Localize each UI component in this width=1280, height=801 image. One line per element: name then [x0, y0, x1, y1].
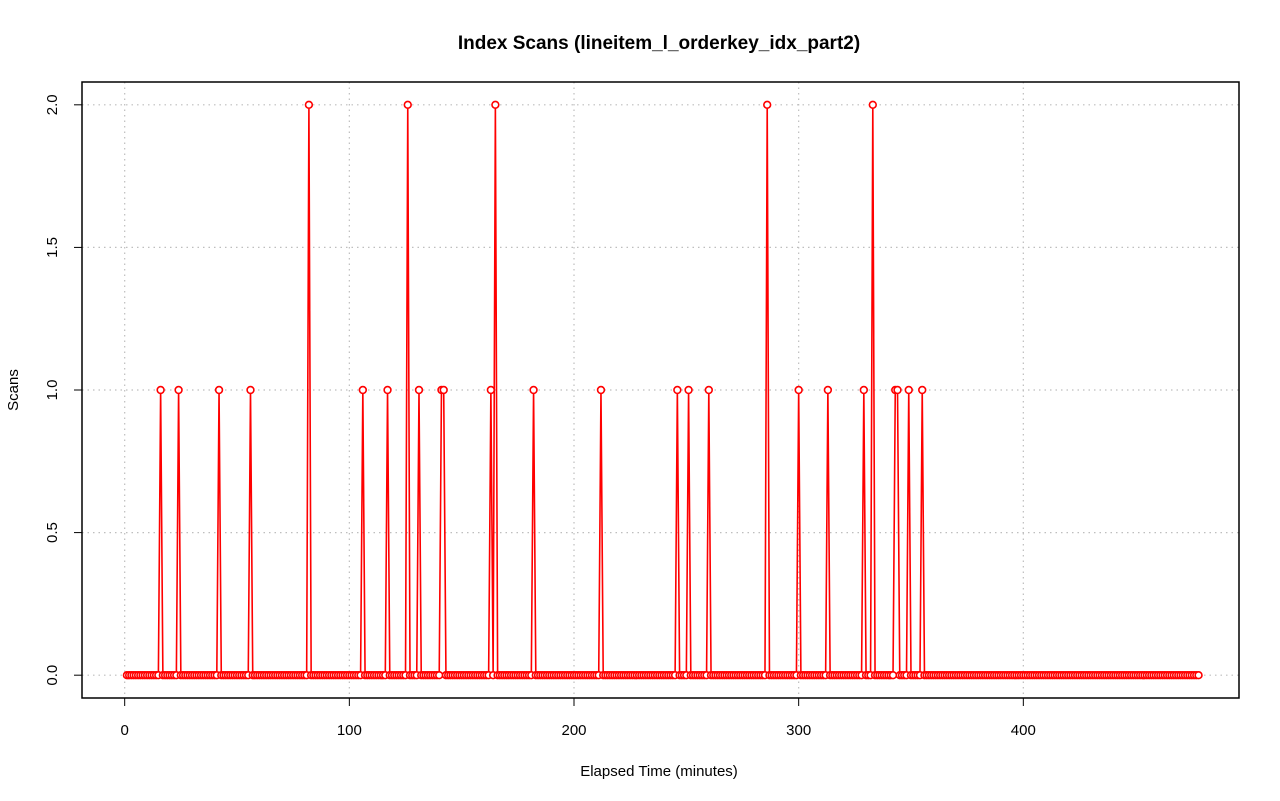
data-point-250	[684, 385, 693, 395]
x-axis: 0 100 200 300 400	[121, 697, 1036, 739]
chart-title: Index Scans (lineitem_l_orderkey_idx_par…	[458, 33, 860, 54]
series-line	[126, 104, 1199, 676]
data-point-23	[174, 385, 183, 395]
data-point-299	[794, 385, 803, 395]
data-point-332	[868, 100, 877, 110]
data-point-312	[823, 385, 833, 395]
data-point-141	[439, 385, 448, 395]
data-point-348	[904, 385, 913, 395]
data-point-162	[486, 385, 496, 395]
y-tick-label-3: 1.5	[44, 237, 61, 258]
data-point-41	[214, 385, 224, 395]
data-point-477	[1194, 670, 1203, 680]
x-tick-label-0: 0	[121, 722, 129, 739]
data-point-259	[704, 385, 713, 395]
x-tick-label-4: 400	[1011, 722, 1036, 739]
x-tick-label-2: 200	[561, 722, 586, 739]
data-point-164	[491, 100, 500, 110]
data-point-55	[246, 385, 255, 395]
data-point-116	[383, 385, 392, 395]
series-scans	[122, 100, 1203, 680]
x-axis-label: Elapsed Time (minutes)	[580, 763, 738, 780]
data-point-285	[763, 100, 772, 110]
x-tick-label-1: 100	[337, 722, 362, 739]
data-point-354	[918, 385, 927, 395]
data-point-341	[888, 670, 898, 680]
data-point-139	[435, 670, 444, 680]
y-axis-label: Scans	[5, 369, 22, 411]
data-point-245	[673, 385, 682, 395]
x-tick-label-3: 300	[786, 722, 811, 739]
data-point-211	[596, 385, 606, 395]
data-point-328	[859, 385, 869, 395]
data-point-181	[529, 385, 538, 395]
data-point-125	[403, 100, 412, 110]
data-point-81	[304, 100, 314, 110]
y-tick-label-0: 0.0	[44, 665, 61, 686]
data-point-343	[893, 385, 902, 395]
y-tick-label-4: 2.0	[44, 94, 61, 115]
data-point-130	[414, 385, 424, 395]
data-point-105	[358, 385, 368, 395]
grid	[82, 82, 1239, 698]
y-tick-label-1: 0.5	[44, 522, 61, 543]
y-axis: 0.0 0.5 1.0 1.5 2.0	[44, 94, 83, 686]
data-point-15	[156, 385, 165, 395]
y-tick-label-2: 1.0	[44, 380, 61, 401]
